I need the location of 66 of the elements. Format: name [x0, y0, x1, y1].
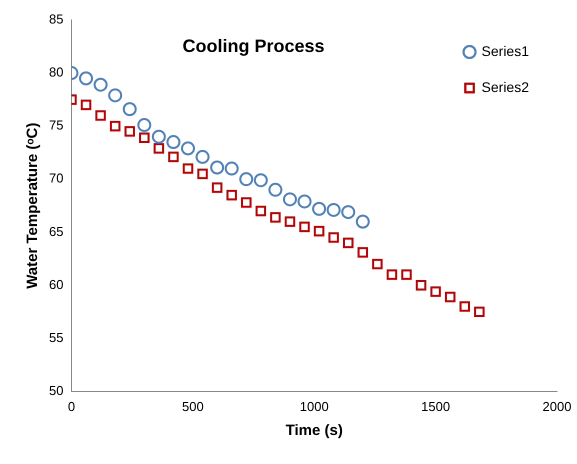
point: [137, 118, 152, 132]
point: [326, 202, 341, 217]
point: [79, 71, 94, 86]
point: [80, 100, 92, 110]
y-tick-label: 65: [48, 224, 64, 239]
point: [386, 269, 398, 280]
point: [226, 190, 237, 200]
point: [282, 192, 297, 206]
point: [241, 197, 252, 208]
point: [298, 194, 312, 208]
point: [152, 130, 166, 144]
point: [210, 160, 224, 174]
x-tick-label: 1500: [421, 398, 450, 414]
point: [299, 222, 310, 232]
point: [270, 212, 281, 223]
point: [342, 238, 354, 248]
x-tick-label: 2000: [542, 398, 572, 414]
point: [284, 216, 296, 227]
point: [197, 168, 208, 180]
point: [474, 306, 485, 318]
point: [268, 182, 282, 197]
y-axis-title: Water Temperature (ᵒC): [24, 122, 42, 289]
point: [430, 286, 441, 297]
point: [122, 102, 137, 116]
point: [224, 162, 239, 176]
point: [154, 143, 164, 154]
point: [314, 226, 324, 236]
point: [416, 280, 426, 291]
point: [95, 110, 106, 121]
x-axis-title: Time (s): [286, 422, 343, 440]
point: [401, 269, 412, 280]
legend-label: Series1: [482, 42, 530, 59]
text: Cooling Process: [182, 36, 325, 56]
point: [372, 258, 383, 270]
point: [94, 78, 108, 92]
y-tick-label: 70: [48, 170, 64, 186]
point: [168, 152, 179, 162]
point: [212, 182, 222, 193]
y-tick-label: 75: [48, 118, 64, 133]
point: [358, 247, 368, 258]
y-tick-label: 80: [48, 64, 64, 80]
point: [254, 173, 268, 188]
point: [110, 120, 120, 132]
point: [166, 135, 180, 150]
x-tick-label: 0: [68, 398, 76, 414]
point: [139, 132, 150, 144]
point: [460, 301, 470, 312]
y-tick-label: 60: [48, 276, 64, 292]
point: [312, 202, 326, 216]
point: [108, 88, 122, 102]
y-tick-label: 85: [48, 12, 64, 27]
point: [328, 232, 339, 243]
x-tick-label: 1000: [300, 398, 329, 414]
point: [239, 172, 254, 186]
point: [256, 206, 266, 216]
point: [196, 150, 210, 164]
point: [444, 292, 456, 302]
x-tick-label: 500: [182, 398, 204, 414]
point: [182, 163, 194, 174]
y-tick-label: 55: [48, 330, 64, 345]
point: [341, 205, 356, 220]
point: [124, 126, 135, 137]
point: [180, 141, 195, 156]
point: [356, 214, 370, 229]
y-tick-label: 50: [48, 382, 64, 398]
legend-label: Series2: [482, 78, 530, 95]
